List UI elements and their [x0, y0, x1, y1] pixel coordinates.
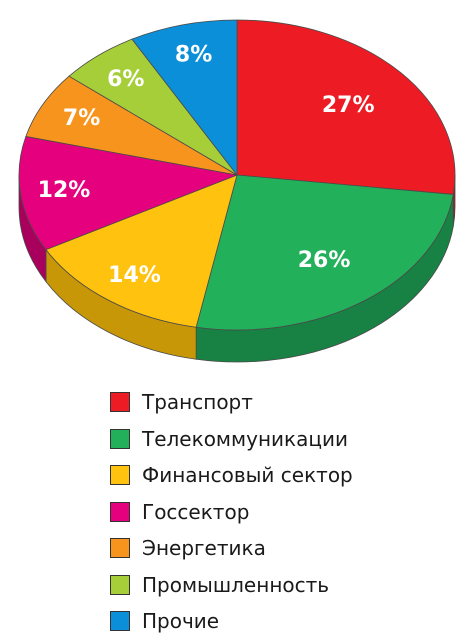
data-labels: 27% 26% 14% 12% 7% 6% 8% — [38, 42, 375, 287]
legend-label-transport: Транспорт — [142, 390, 253, 415]
slice-0 — [236, 19, 456, 195]
legend-item-other: Прочие — [110, 603, 353, 640]
legend-swatch-transport — [110, 392, 130, 413]
legend-swatch-energy — [110, 538, 130, 559]
legend-item-energy: Энергетика — [110, 530, 353, 567]
legend-item-industry: Промышленность — [110, 567, 353, 604]
legend-item-government: Госсектор — [110, 494, 353, 531]
data-label-5: 6% — [107, 67, 144, 92]
data-label-6: 8% — [175, 42, 212, 67]
legend-swatch-finance — [110, 465, 130, 486]
data-label-3: 12% — [38, 178, 91, 203]
legend-swatch-telecom — [110, 428, 130, 449]
slice-1 — [195, 174, 454, 331]
legend-label-industry: Промышленность — [142, 572, 330, 597]
slice-2 — [45, 174, 238, 328]
legend-item-transport: Транспорт — [110, 384, 353, 421]
data-label-4: 7% — [63, 106, 100, 131]
legend-label-energy: Энергетика — [142, 536, 266, 561]
legend-swatch-government — [110, 501, 130, 522]
legend: Транспорт Телекоммуникации Финансовый се… — [110, 384, 353, 640]
legend-label-telecom: Телекоммуникации — [142, 426, 348, 451]
pie-sides — [18, 174, 456, 363]
data-label-1: 26% — [298, 248, 351, 273]
legend-label-government: Госсектор — [142, 499, 250, 524]
legend-label-other: Прочие — [142, 609, 220, 634]
slice-3 — [18, 136, 238, 251]
legend-item-finance: Финансовый сектор — [110, 457, 353, 494]
pie-chart: 27% 26% 14% 12% 7% 6% 8% — [18, 19, 456, 363]
legend-label-finance: Финансовый сектор — [142, 463, 353, 488]
legend-swatch-other — [110, 611, 130, 632]
legend-swatch-industry — [110, 574, 130, 595]
data-label-0: 27% — [322, 93, 375, 118]
data-label-2: 14% — [108, 263, 161, 288]
legend-item-telecom: Телекоммуникации — [110, 421, 353, 458]
slice-6 — [131, 19, 238, 176]
pie-top — [18, 19, 456, 331]
